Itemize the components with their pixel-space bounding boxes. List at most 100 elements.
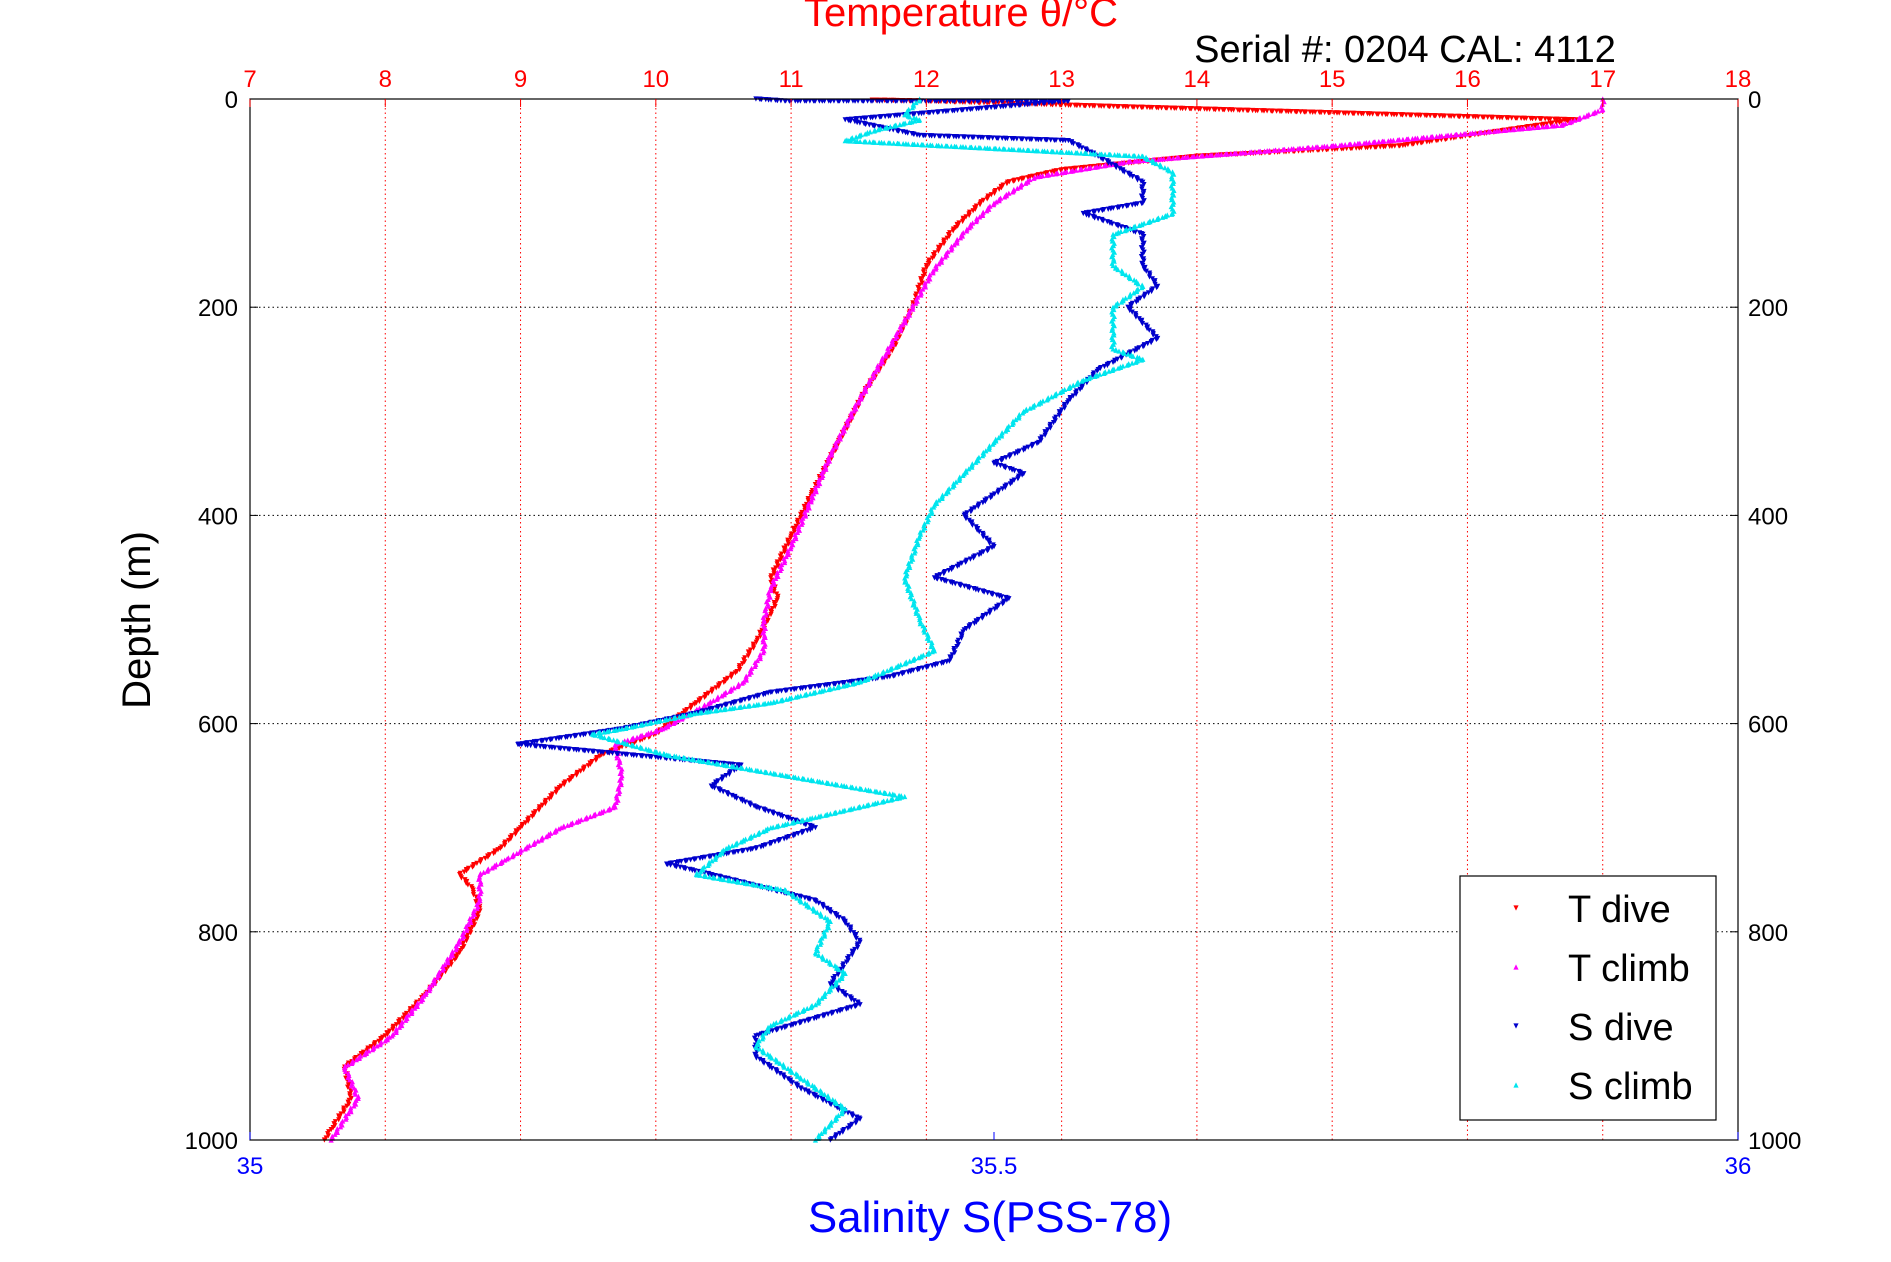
depth-tick-label-right: 200 <box>1748 295 1788 322</box>
data-point <box>742 799 748 805</box>
data-point <box>863 139 869 145</box>
data-point <box>808 499 814 505</box>
data-point <box>944 235 950 241</box>
data-point <box>745 653 751 659</box>
data-point <box>842 117 848 123</box>
data-point <box>909 98 916 104</box>
data-point <box>805 776 811 783</box>
data-point <box>517 849 523 855</box>
data-point <box>1347 145 1354 152</box>
data-point <box>843 992 849 999</box>
data-point <box>798 894 804 900</box>
data-point <box>1092 151 1099 157</box>
data-point <box>692 701 698 707</box>
series-s-dive <box>515 96 1161 1143</box>
data-point <box>918 292 924 298</box>
data-point <box>1204 152 1210 159</box>
data-point <box>902 661 908 667</box>
data-point <box>826 925 832 931</box>
data-point <box>789 1069 795 1075</box>
data-point <box>713 780 719 787</box>
data-point <box>1322 109 1328 116</box>
data-point <box>1149 288 1155 295</box>
data-point <box>720 789 726 795</box>
data-point <box>1270 108 1276 114</box>
data-point <box>1115 266 1121 273</box>
data-point <box>788 546 794 552</box>
data-point <box>1149 105 1155 111</box>
data-point <box>1006 596 1012 602</box>
data-point <box>712 856 718 862</box>
data-point <box>836 966 842 973</box>
data-point <box>801 776 807 782</box>
data-point <box>609 750 616 756</box>
data-point <box>1427 113 1433 119</box>
data-point <box>843 959 850 965</box>
data-point <box>1000 98 1006 104</box>
data-point <box>745 703 751 709</box>
data-point <box>1127 307 1133 314</box>
data-point <box>832 982 839 988</box>
data-point <box>1180 154 1186 160</box>
data-point <box>1475 114 1481 120</box>
data-point <box>739 765 746 771</box>
data-point <box>1024 98 1030 104</box>
data-point <box>755 1041 762 1048</box>
data-point <box>624 752 630 758</box>
data-point <box>795 775 802 781</box>
data-point <box>845 1125 851 1131</box>
data-point <box>992 606 998 612</box>
data-point <box>768 1022 774 1029</box>
data-point <box>834 684 841 691</box>
data-point <box>1294 109 1300 115</box>
data-point <box>474 916 480 922</box>
data-point <box>836 98 843 104</box>
data-point <box>1050 149 1056 155</box>
data-point <box>984 196 990 202</box>
data-point <box>1280 147 1286 153</box>
data-point <box>1509 115 1515 121</box>
data-point <box>950 484 956 490</box>
data-point <box>1136 153 1142 159</box>
data-point <box>697 868 704 875</box>
data-point <box>1216 106 1222 113</box>
data-point <box>1073 167 1079 173</box>
data-point <box>1192 106 1198 112</box>
depth-tick-label-left: 1000 <box>185 1128 238 1155</box>
data-point <box>567 746 573 752</box>
data-point <box>877 361 884 367</box>
data-point <box>942 98 949 104</box>
data-point <box>906 119 913 126</box>
data-point <box>1506 127 1512 133</box>
data-point <box>591 749 597 755</box>
data-point <box>1040 100 1046 106</box>
data-point <box>1048 169 1055 175</box>
data-point <box>572 733 578 739</box>
data-point <box>927 98 934 104</box>
data-point <box>976 552 982 558</box>
data-point <box>819 779 826 785</box>
data-point <box>952 650 958 656</box>
data-point <box>1182 105 1189 112</box>
data-point <box>638 722 644 728</box>
data-point <box>958 635 965 641</box>
data-point <box>1102 151 1108 157</box>
data-point <box>875 671 881 677</box>
data-point <box>1027 405 1033 411</box>
data-point <box>753 1045 759 1051</box>
data-point <box>705 690 712 696</box>
data-point <box>1035 401 1042 407</box>
data-point <box>1433 113 1439 119</box>
data-point <box>991 190 998 196</box>
data-point <box>341 1109 347 1115</box>
data-point <box>823 927 830 933</box>
data-point <box>907 564 913 571</box>
data-point <box>825 780 831 786</box>
data-point <box>813 1086 820 1092</box>
data-point <box>522 846 528 852</box>
data-point <box>1394 137 1401 143</box>
depth-tick-label-right: 0 <box>1748 87 1761 114</box>
data-point <box>703 873 709 880</box>
data-point <box>558 745 564 752</box>
data-point <box>1457 113 1463 120</box>
